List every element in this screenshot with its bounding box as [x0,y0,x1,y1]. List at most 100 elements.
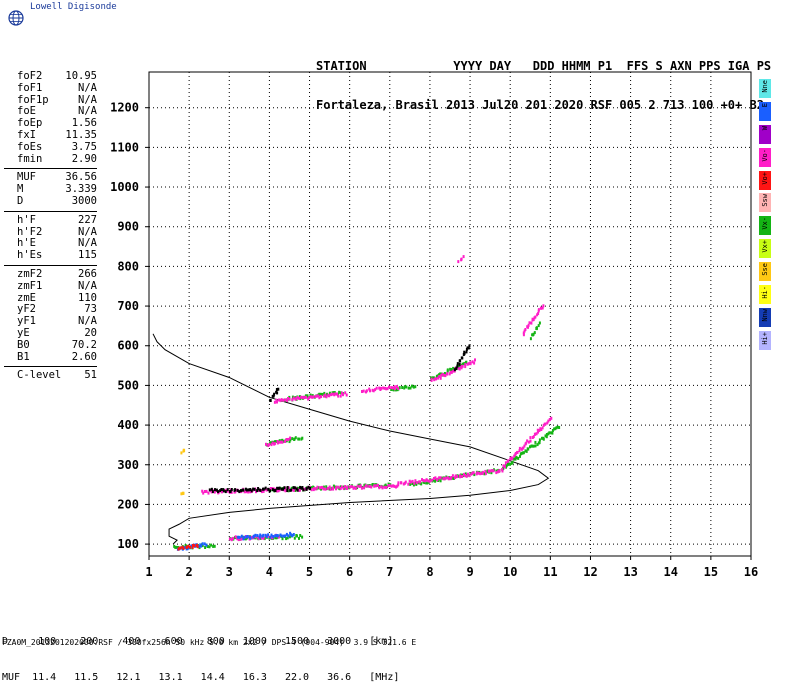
echo-point [292,533,295,536]
echo-point [322,485,325,489]
echo-point [525,441,528,445]
echo-point [392,386,394,390]
echo-point [306,394,309,398]
echo-point [452,366,455,370]
echo-point [432,478,435,482]
echo-trace [273,391,348,404]
echo-point [210,487,213,491]
echo-point [514,452,517,455]
echo-point [271,441,274,445]
echo-point [265,488,268,492]
echo-traces [173,255,561,551]
grid [149,72,751,556]
echo-point [553,427,556,431]
echo-point [324,393,327,397]
separator [4,366,97,368]
echo-point [484,472,487,476]
echo-point [173,544,176,548]
echo-point [208,488,211,492]
echo-point [434,479,437,483]
param-value: 115 [78,249,97,262]
echo-point [260,536,263,540]
param-row-fof1p: foF1p N/A [2,94,97,107]
echo-point [329,487,332,491]
echo-point [476,471,479,475]
echo-point [513,454,516,458]
echo-point [278,398,281,402]
x-tick-label: 5 [306,565,313,579]
echo-point [337,394,340,398]
legend-item-hi-minus: Hi- [759,285,771,305]
echo-point [277,489,280,493]
echo-point [438,476,441,480]
echo-point [202,491,205,495]
echo-point [356,484,359,488]
param-value: 10.95 [65,70,97,82]
echo-point [400,481,403,485]
param-row-b0: B0 70.2 [2,339,97,352]
echo-trace [430,360,468,380]
param-value: N/A [78,315,97,328]
echo-point [254,533,257,537]
param-value: 3.75 [71,140,97,153]
x-tick-label: 2 [186,565,193,579]
echo-point [474,358,476,362]
echo-point [460,366,463,370]
echo-point [279,399,282,403]
x-tick-label: 9 [466,565,473,579]
echo-point [339,487,342,490]
echo-point [537,312,540,315]
echo-point [453,368,456,372]
param-label: foEs [17,140,43,153]
echo-point [187,544,190,548]
echo-point [276,400,278,404]
file-info: FZA0M_2013201202000.RSF / 300fx256h 50 k… [2,638,417,647]
echo-point [433,378,436,382]
echo-point [334,485,337,489]
echo-point [274,536,277,540]
echo-point [282,439,285,443]
echo-point [331,392,334,396]
param-label: foEp [17,117,43,130]
echo-point [314,487,317,491]
echo-point [456,364,459,368]
echo-point [439,476,442,480]
echo-point [292,486,295,490]
echo-point [534,440,537,444]
echo-point [372,389,375,393]
echo-point [517,456,520,460]
echo-point [354,486,357,490]
param-value: N/A [78,81,97,94]
echo-point [528,321,531,325]
legend-item-hi-plus: Hi+ [759,330,771,350]
echo-point [462,255,465,259]
param-row-clevel: C-level 51 [2,370,97,382]
echo-point [473,473,476,477]
param-row-hf: h'F 227 [2,214,97,227]
echo-point [275,440,278,443]
echo-group [177,543,199,551]
legend-item-vx-plus: Vx+ [759,239,771,259]
echo-point [290,533,293,537]
echo-point [501,469,504,473]
echo-point [337,485,340,489]
echo-point [341,391,343,395]
echo-point [495,471,498,475]
echo-point [496,470,499,474]
echo-point [392,484,395,488]
echo-point [228,537,231,541]
echo-point [395,485,397,489]
echo-point [301,535,304,539]
echo-point [511,457,514,461]
echo-point [309,393,312,397]
echo-point [378,486,381,490]
echo-point [273,392,276,396]
echo-point [217,490,219,494]
echo-point [291,437,294,441]
echo-point [204,546,207,549]
echo-point [322,487,325,491]
echo-point [190,544,193,548]
echo-point [454,474,457,478]
echo-point [467,346,470,350]
echo-point [294,396,297,400]
